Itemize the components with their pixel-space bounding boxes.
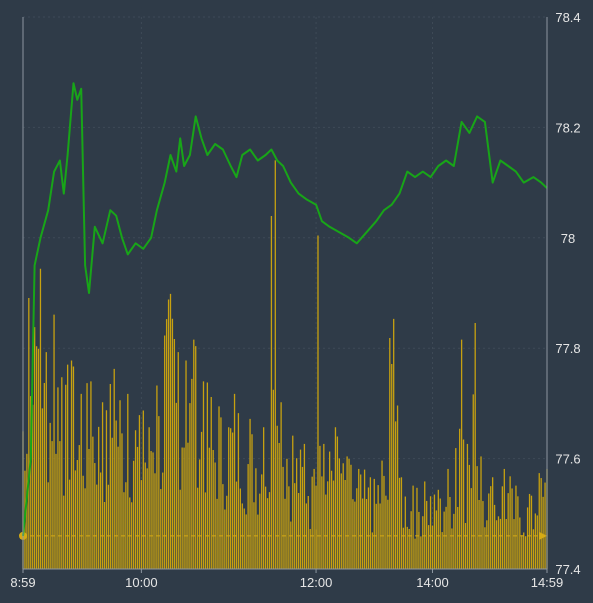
- x-tick-labels: 8:59 10:00 12:00 14:00 14:59: [10, 569, 563, 590]
- y-tick-label: 78: [561, 231, 575, 246]
- volume-bars: [22, 160, 548, 569]
- y-tick-label: 77.4: [555, 562, 580, 577]
- x-tick-label: 10:00: [125, 575, 158, 590]
- x-tick-label: 12:00: [300, 575, 333, 590]
- axes: [22, 17, 548, 570]
- y-tick-label: 78.4: [555, 10, 580, 25]
- x-tick-label: 14:59: [531, 575, 564, 590]
- y-tick-label: 77.8: [555, 341, 580, 356]
- x-tick-label: 8:59: [10, 575, 35, 590]
- y-tick-label: 77.6: [555, 452, 580, 467]
- y-tick-labels: 78.4 78.2 78 77.8 77.6 77.4: [555, 10, 580, 577]
- price-line-series: [22, 82, 548, 537]
- reference-end-arrow: [539, 531, 547, 540]
- y-tick-label: 78.2: [555, 120, 580, 135]
- x-tick-label: 14:00: [416, 575, 449, 590]
- price-line: [22, 82, 548, 537]
